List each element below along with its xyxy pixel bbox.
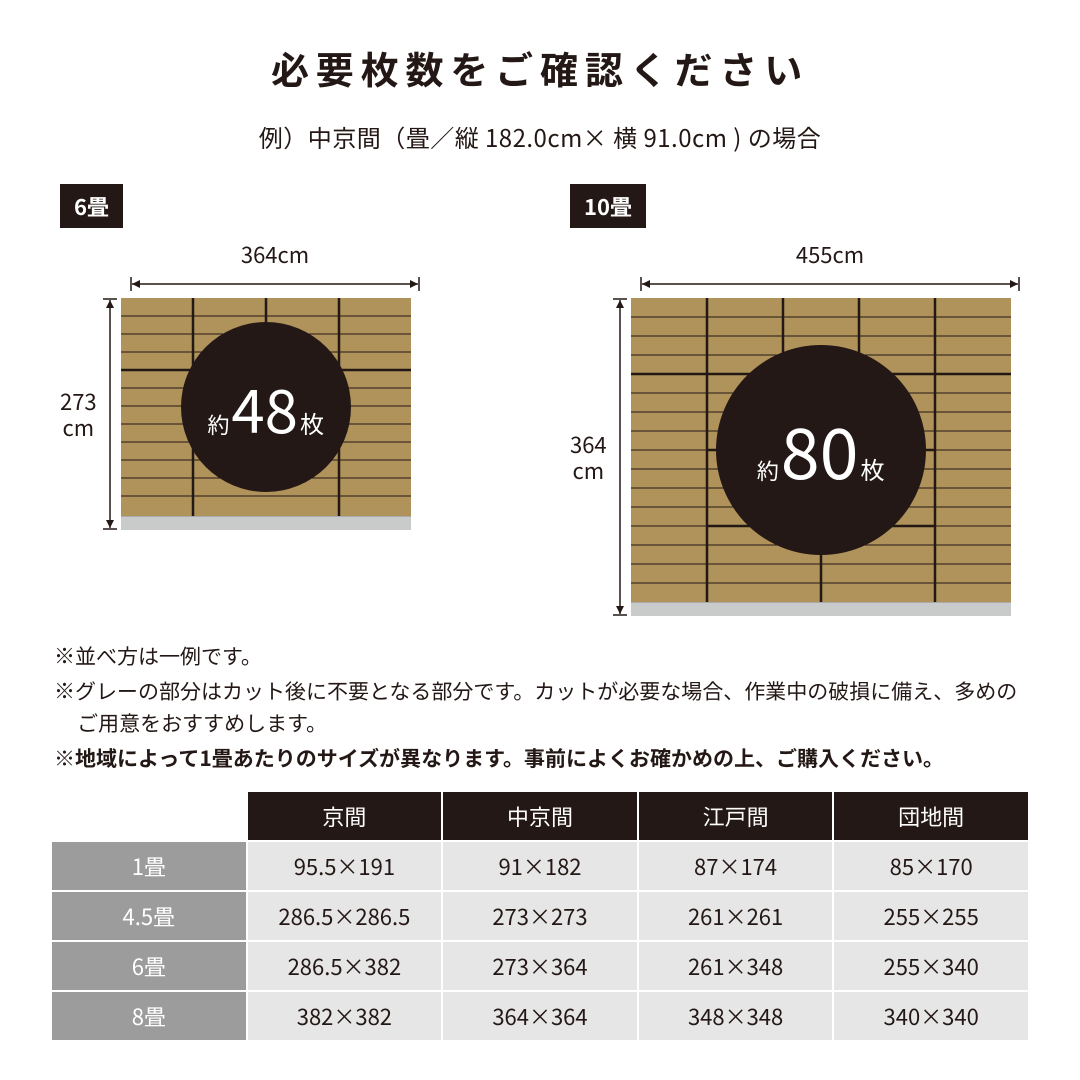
count-badge-6: 約 48 枚	[181, 322, 351, 492]
table-cell: 286.5×286.5	[247, 891, 443, 941]
diagram-10jo: 10畳 455cm 364cm	[570, 184, 1020, 616]
notes-block: ※並べ方は一例です。 ※グレーの部分はカット後に不要となる部分です。カットが必要…	[50, 640, 1030, 774]
example-subtitle: 例）中京間（畳／縦 182.0cm× 横 91.0cm ) の場合	[50, 119, 1030, 154]
note-1: ※並べ方は一例です。	[54, 640, 1026, 673]
table-header-blank	[51, 791, 247, 841]
row-label: 4.5畳	[51, 891, 247, 941]
table-cell: 340×340	[833, 991, 1029, 1041]
row-label: 6畳	[51, 941, 247, 991]
count-badge-10: 約 80 枚	[716, 345, 926, 555]
table-header: 江戸間	[638, 791, 834, 841]
height-label-6: 273cm	[60, 388, 97, 441]
table-cell: 273×273	[442, 891, 638, 941]
table-row: 8畳382×382364×364348×348340×340	[51, 991, 1029, 1041]
table-cell: 286.5×382	[247, 941, 443, 991]
table-cell: 273×364	[442, 941, 638, 991]
tag-10jo: 10畳	[570, 184, 646, 228]
floor-10: 約 80 枚	[631, 298, 1011, 602]
count-suffix: 枚	[300, 405, 324, 440]
skirting-10	[631, 602, 1011, 616]
table-row: 4.5畳286.5×286.5273×273261×261255×255	[51, 891, 1029, 941]
table-cell: 364×364	[442, 991, 638, 1041]
dimension-arrow-v-icon	[103, 298, 117, 530]
page-title: 必要枚数をご確認ください	[50, 40, 1030, 95]
count-number: 80	[781, 415, 859, 485]
row-label: 8畳	[51, 991, 247, 1041]
diagrams-row: 6畳 364cm 273cm	[50, 184, 1030, 616]
size-table: 京間 中京間 江戸間 団地間 1畳95.5×19191×18287×17485×…	[50, 790, 1030, 1042]
width-label-6: 364cm	[130, 238, 420, 270]
diagram-6jo: 6畳 364cm 273cm	[60, 184, 420, 616]
table-cell: 348×348	[638, 991, 834, 1041]
table-row: 1畳95.5×19191×18287×17485×170	[51, 841, 1029, 891]
width-label-10: 455cm	[640, 238, 1020, 270]
count-number: 48	[231, 378, 298, 438]
table-cell: 261×261	[638, 891, 834, 941]
table-row: 6畳286.5×382273×364261×348255×340	[51, 941, 1029, 991]
dimension-arrow-h-icon	[640, 277, 1020, 291]
table-cell: 87×174	[638, 841, 834, 891]
table-cell: 261×348	[638, 941, 834, 991]
table-cell: 85×170	[833, 841, 1029, 891]
count-suffix: 枚	[861, 451, 885, 486]
note-3: ※地域によって1畳あたりのサイズが異なります。事前によくお確かめの上、ご購入くだ…	[54, 742, 1026, 775]
height-label-10: 364cm	[570, 431, 607, 484]
floor-6: 約 48 枚	[121, 298, 411, 516]
dimension-arrow-v-icon	[613, 298, 627, 616]
table-cell: 95.5×191	[247, 841, 443, 891]
tag-6jo: 6畳	[60, 184, 123, 228]
dimension-arrow-h-icon	[130, 277, 420, 291]
table-cell: 382×382	[247, 991, 443, 1041]
table-cell: 91×182	[442, 841, 638, 891]
table-header: 中京間	[442, 791, 638, 841]
count-prefix: 約	[757, 454, 779, 486]
note-2: ※グレーの部分はカット後に不要となる部分です。カットが必要な場合、作業中の破損に…	[54, 675, 1026, 740]
table-cell: 255×340	[833, 941, 1029, 991]
table-header: 団地間	[833, 791, 1029, 841]
table-cell: 255×255	[833, 891, 1029, 941]
row-label: 1畳	[51, 841, 247, 891]
skirting-6	[121, 516, 411, 530]
count-prefix: 約	[207, 408, 229, 440]
table-header: 京間	[247, 791, 443, 841]
